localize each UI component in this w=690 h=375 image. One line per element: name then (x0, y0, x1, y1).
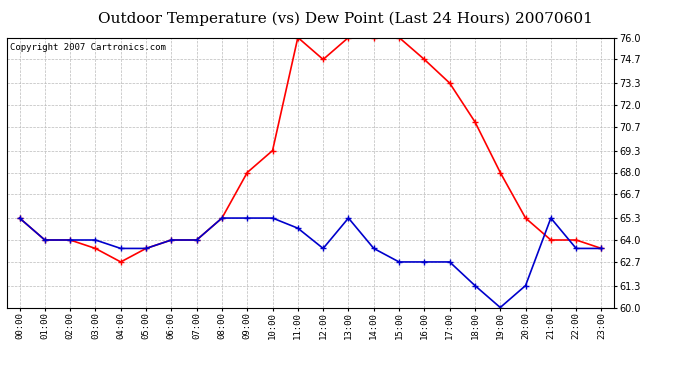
Text: Outdoor Temperature (vs) Dew Point (Last 24 Hours) 20070601: Outdoor Temperature (vs) Dew Point (Last… (97, 11, 593, 26)
Text: Copyright 2007 Cartronics.com: Copyright 2007 Cartronics.com (10, 43, 166, 52)
